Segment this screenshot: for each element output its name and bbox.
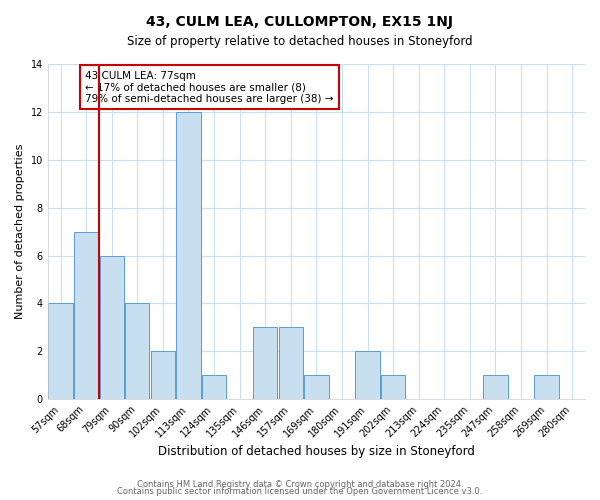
Bar [74,232,98,399]
Text: 43 CULM LEA: 77sqm
← 17% of detached houses are smaller (8)
79% of semi-detached: 43 CULM LEA: 77sqm ← 17% of detached hou… [85,70,334,104]
Y-axis label: Number of detached properties: Number of detached properties [15,144,25,320]
Bar [484,375,508,399]
Bar [535,375,559,399]
Bar [49,304,73,399]
X-axis label: Distribution of detached houses by size in Stoneyford: Distribution of detached houses by size … [158,444,475,458]
Bar [100,256,124,399]
Bar [253,328,277,399]
Text: Size of property relative to detached houses in Stoneyford: Size of property relative to detached ho… [127,35,473,48]
Bar [304,375,329,399]
Bar [278,328,303,399]
Bar [125,304,149,399]
Bar [355,352,380,399]
Text: Contains HM Land Registry data © Crown copyright and database right 2024.: Contains HM Land Registry data © Crown c… [137,480,463,489]
Bar [381,375,405,399]
Text: 43, CULM LEA, CULLOMPTON, EX15 1NJ: 43, CULM LEA, CULLOMPTON, EX15 1NJ [146,15,454,29]
Bar [151,352,175,399]
Bar [202,375,226,399]
Text: Contains public sector information licensed under the Open Government Licence v3: Contains public sector information licen… [118,488,482,496]
Bar [176,112,200,399]
